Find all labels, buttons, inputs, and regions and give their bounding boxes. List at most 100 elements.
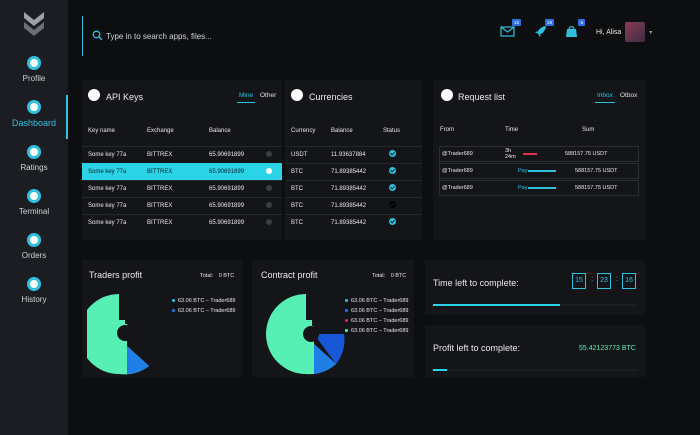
bag-badge: 8 — [578, 19, 585, 26]
timer-colon: : — [616, 274, 619, 283]
column-header[interactable]: Balance — [331, 127, 353, 134]
currencies-title: Currencies — [309, 92, 353, 102]
legend-item: 63.06 BTC – Trader689 — [345, 306, 408, 316]
traders-profit-title: Traders profit — [89, 270, 143, 280]
currencies-panel: Currencies Currency Balance Status USDT … — [285, 80, 422, 240]
row-toggle[interactable] — [266, 150, 272, 157]
user-menu[interactable]: Hi, Alisa ▾ — [596, 20, 652, 44]
api-keys-title: API Keys — [106, 92, 144, 102]
pie-hole — [117, 325, 133, 341]
tab-mine[interactable]: Mine — [236, 92, 256, 103]
contract-profit-panel: Contract profit Total: 0 BTC 63.06 BTC –… — [252, 260, 414, 377]
bag-button[interactable]: 8 — [564, 19, 585, 39]
key-name-cell: Some key 77a — [82, 145, 147, 163]
sidebar-item-profile[interactable]: Profile — [0, 56, 68, 96]
list-item[interactable]: @Trader689 3h 24m 588157.75 USDT — [439, 146, 639, 162]
sidebar-item-label: History — [21, 295, 47, 304]
mail-icon — [500, 26, 515, 37]
column-header[interactable]: Key name — [88, 127, 116, 134]
list-item[interactable]: @Trader689 Pay 588157.75 USDT — [439, 180, 639, 196]
key-name-cell: Some key 77a — [82, 162, 147, 180]
currency-cell: BTC — [285, 179, 331, 197]
time-cell: 3h 24m — [505, 148, 516, 160]
column-header[interactable]: From — [440, 127, 454, 133]
chevron-down-icon: ▾ — [649, 29, 653, 36]
tab-other[interactable]: Other — [260, 92, 277, 99]
column-header[interactable]: Currency — [291, 127, 316, 134]
pie-hole — [303, 326, 319, 342]
balance-cell: 65.90691899 — [209, 162, 266, 180]
profile-icon — [27, 56, 41, 70]
contract-total: Total: 0 BTC — [372, 273, 406, 279]
list-item[interactable]: @Trader689 Pay 588157.75 USDT — [439, 163, 639, 179]
column-header[interactable]: Status — [383, 127, 401, 134]
table-row[interactable]: BTC 71.89385442 — [285, 179, 422, 197]
api-keys-icon — [88, 89, 100, 101]
column-header[interactable]: Time — [505, 127, 519, 133]
row-toggle[interactable] — [266, 218, 272, 225]
table-row[interactable]: Some key 77a BITTREX 65.90691899 — [82, 162, 282, 180]
table-row[interactable]: Some key 77a BITTREX 65.90691899 — [82, 213, 282, 231]
row-toggle[interactable] — [266, 184, 272, 191]
terminal-icon — [27, 189, 41, 203]
sidebar-item-ratings[interactable]: Ratings — [0, 145, 68, 185]
balance-cell: 65.90691899 — [209, 179, 266, 197]
contract-profit-title: Contract profit — [261, 270, 318, 280]
table-row[interactable]: Some key 77a BITTREX 65.90691899 — [82, 196, 282, 214]
column-header[interactable]: Sum — [582, 127, 595, 133]
timer-hours: 15 — [572, 273, 586, 289]
currency-cell: BTC — [285, 196, 331, 214]
from-cell: @Trader689 — [442, 185, 473, 191]
time-progress-track — [433, 304, 638, 306]
ratings-icon — [27, 145, 41, 159]
pie-slice-blue — [127, 346, 149, 374]
sidebar-item-dashboard[interactable]: Dashboard — [0, 95, 68, 140]
row-toggle[interactable] — [266, 167, 272, 174]
sum-cell: 588157.75 USDT — [575, 185, 618, 191]
request-list-title: Request list — [458, 92, 506, 102]
rocket-button[interactable]: 28 — [533, 19, 554, 39]
exchange-cell: BITTREX — [147, 196, 209, 214]
legend-item: 63.06 BTC – Trader689 — [345, 326, 408, 336]
dashboard-icon — [27, 100, 41, 114]
history-icon — [27, 277, 41, 291]
sidebar-item-label: Dashboard — [11, 118, 57, 128]
tab-inbox[interactable]: Inbox — [595, 92, 615, 103]
table-row[interactable]: BTC 71.89385442 — [285, 196, 422, 214]
table-row[interactable]: Some key 77a BITTREX 65.90691899 — [82, 145, 282, 163]
pay-link[interactable]: Pay — [518, 168, 528, 174]
search-input[interactable] — [106, 28, 356, 44]
legend-item: 63.06 BTC – Trader689 — [172, 306, 235, 316]
currencies-table: Currency Balance Status USDT 11.93637884… — [285, 116, 422, 231]
balance-cell: 65.90691899 — [209, 196, 266, 214]
logo-icon — [24, 12, 44, 36]
rocket-badge: 28 — [544, 19, 554, 26]
profit-progress-fill — [433, 369, 448, 371]
timer-colon: : — [591, 274, 594, 283]
sidebar-item-history[interactable]: History — [0, 277, 68, 317]
balance-cell: 71.89385442 — [331, 162, 383, 180]
check-icon — [389, 218, 396, 226]
unchecked-icon — [389, 201, 396, 208]
balance-cell: 71.89385442 — [331, 213, 383, 231]
search-icon[interactable] — [92, 30, 103, 41]
sidebar-item-orders[interactable]: Orders — [0, 233, 68, 273]
table-row[interactable]: BTC 71.89385442 — [285, 162, 422, 180]
sidebar-item-terminal[interactable]: Terminal — [0, 189, 68, 229]
table-row[interactable]: BTC 71.89385442 — [285, 213, 422, 231]
column-header[interactable]: Balance — [209, 127, 231, 134]
balance-cell: 11.93637884 — [331, 145, 383, 163]
time-left-panel: Time left to complete: 15 : 23 : 16 — [425, 260, 645, 315]
row-toggle[interactable] — [266, 201, 272, 208]
mail-button[interactable]: 15 — [500, 19, 521, 39]
timer-minutes: 23 — [597, 273, 611, 289]
pie-slice-darkblue — [314, 334, 345, 364]
table-row[interactable]: Some key 77a BITTREX 65.90691899 — [82, 179, 282, 197]
time-progress-fill — [433, 304, 561, 306]
rocket-icon — [535, 26, 546, 37]
column-header[interactable]: Exchange — [147, 127, 174, 134]
table-row[interactable]: USDT 11.93637884 — [285, 145, 422, 163]
tab-otbox[interactable]: Otbox — [620, 92, 638, 99]
pay-link[interactable]: Pay — [518, 185, 528, 191]
currency-cell: USDT — [285, 145, 331, 163]
